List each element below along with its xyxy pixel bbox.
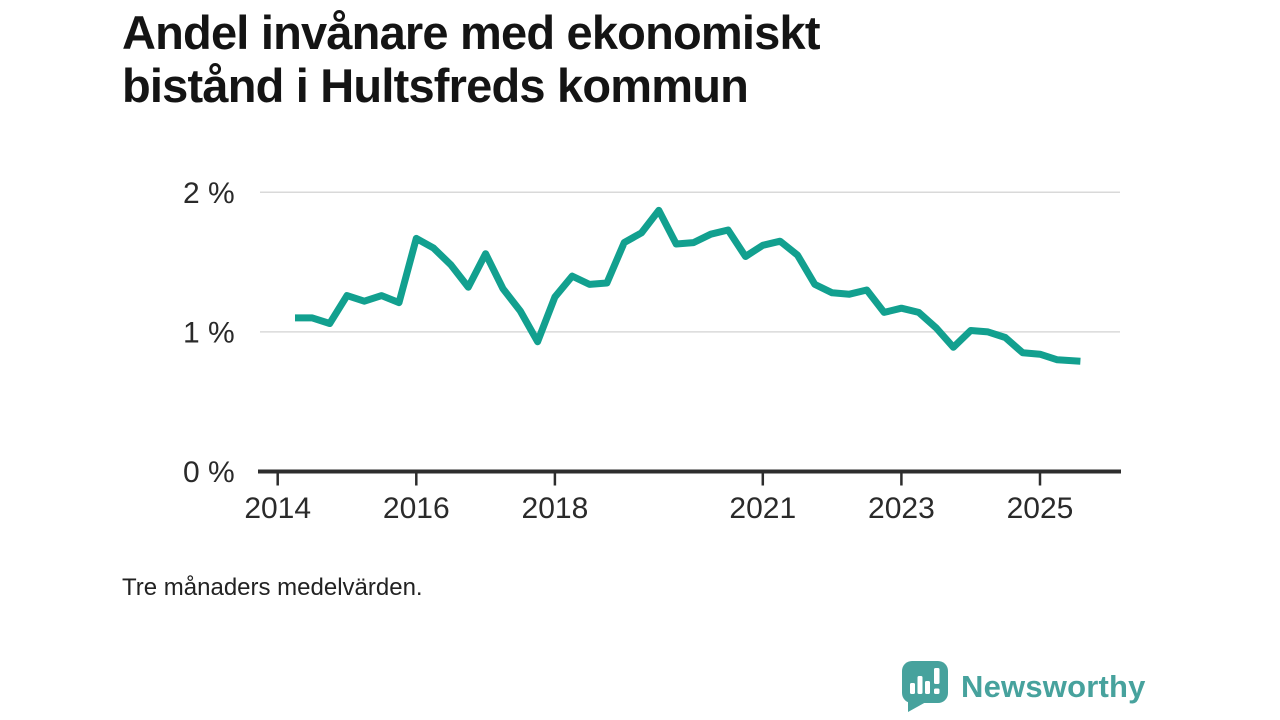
x-tick-label: 2016 [383,492,450,525]
newsworthy-logo: Newsworthy [902,661,1146,713]
x-tick-label: 2018 [522,492,589,525]
newsworthy-icon [902,661,948,712]
data-line [295,206,1081,365]
chart-title: Andel invånare med ekonomiskt bistånd i … [122,6,820,112]
y-tick-label: 1 % [183,316,235,349]
chart-title-line-1: Andel invånare med ekonomiskt [122,6,820,59]
y-tick-label: 0 % [183,456,235,489]
y-tick-label: 2 % [183,177,235,210]
x-tick-label: 2014 [244,492,311,525]
x-tick-label: 2025 [1007,492,1074,525]
chart-footnote: Tre månaders medelvärden. [122,574,423,601]
x-tick-label: 2021 [729,492,796,525]
newsworthy-wordmark: Newsworthy [961,669,1146,704]
chart-title-line-2: bistånd i Hultsfreds kommun [122,59,749,112]
x-tick-label: 2023 [868,492,935,525]
